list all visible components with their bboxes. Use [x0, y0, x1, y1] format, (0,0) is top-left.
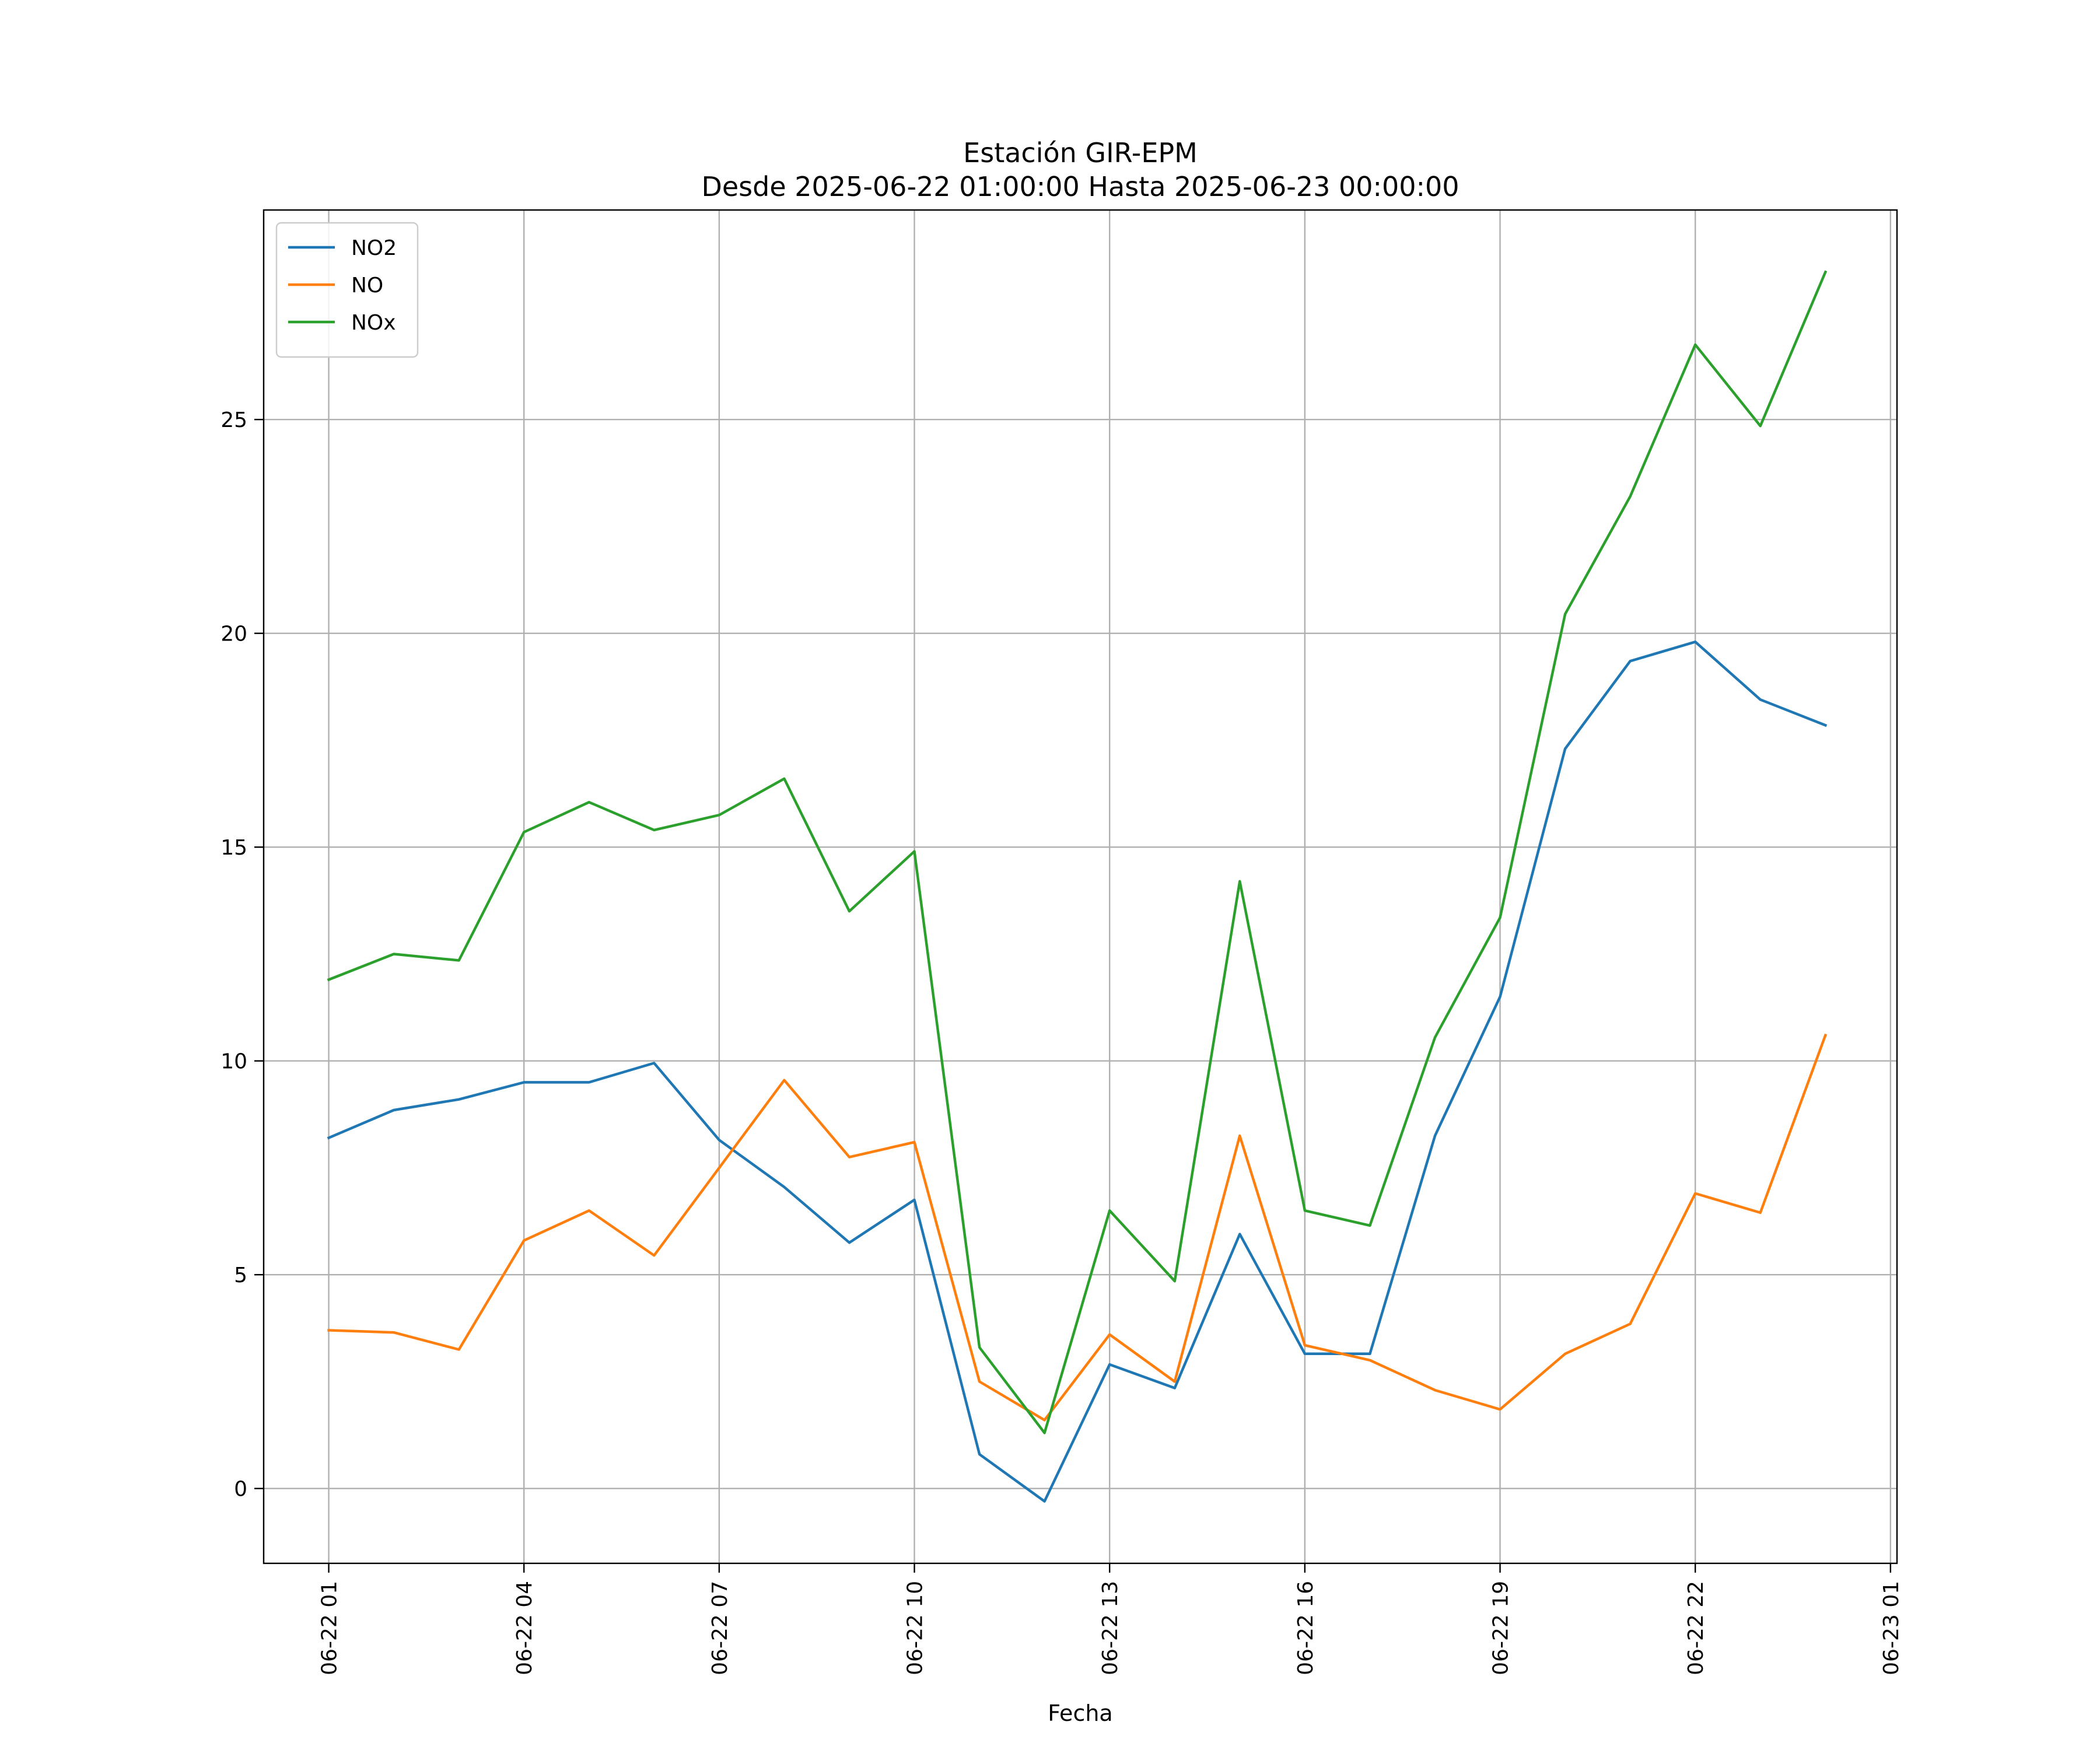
chart-title: Estación GIR-EPM [963, 137, 1198, 169]
series-line-no2 [327, 640, 1828, 1503]
series-line-no [327, 1033, 1828, 1422]
legend-label-nox: NOx [351, 311, 396, 335]
x-tick-label: 06-22 13 [1098, 1581, 1122, 1675]
x-axis-ticks: 06-22 01 06-22 04 06-22 07 06-22 10 06-22 13… [318, 1563, 1903, 1675]
y-tick-label: 25 [220, 408, 247, 432]
y-tick-label: 15 [220, 836, 247, 860]
series-lines [327, 270, 1828, 1503]
x-tick-label: 06-22 10 [904, 1581, 928, 1675]
legend: NO2 NO NOx [275, 222, 419, 358]
legend-label-no2: NO2 [351, 236, 397, 260]
x-tick-label: 06-22 04 [513, 1581, 537, 1675]
y-tick-label: 10 [220, 1050, 247, 1074]
x-tick-label: 06-22 07 [708, 1581, 732, 1675]
x-tick-label: 06-22 22 [1684, 1581, 1708, 1675]
x-tick-label: 06-22 19 [1489, 1581, 1513, 1675]
chart-subtitle: Desde 2025-06-22 01:00:00 Hasta 2025-06-… [701, 171, 1459, 202]
x-tick-label: 06-22 16 [1294, 1581, 1318, 1675]
legend-box [275, 222, 419, 358]
x-tick-label: 06-23 01 [1880, 1581, 1903, 1675]
y-tick-label: 20 [220, 622, 247, 646]
series-line-nox [327, 270, 1828, 1434]
y-axis-ticks: 0 5 10 15 20 25 [220, 408, 264, 1502]
plot-frame [262, 209, 1898, 1564]
x-tick-label: 06-22 01 [318, 1581, 342, 1675]
y-tick-label: 5 [234, 1264, 247, 1287]
grid [264, 210, 1897, 1563]
x-axis-label: Fecha [1048, 1700, 1112, 1726]
legend-label-no: NO [351, 274, 383, 298]
y-tick-label: 0 [234, 1478, 247, 1502]
